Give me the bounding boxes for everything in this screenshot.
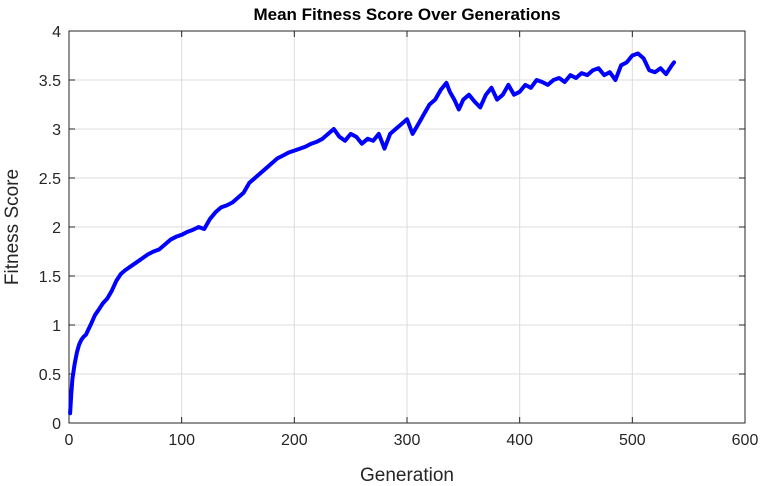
y-tick-label: 3.5: [39, 73, 61, 90]
y-tick-label: 2: [52, 220, 61, 237]
chart-title: Mean Fitness Score Over Generations: [253, 5, 560, 24]
y-tick-label: 2.5: [39, 171, 61, 188]
x-axis-label: Generation: [360, 465, 454, 486]
y-axis-ticks: 0 0.5 1 1.5 2 2.5 3 3.5 4: [39, 24, 745, 433]
y-tick-label: 1.5: [39, 269, 61, 286]
y-tick-label: 3: [52, 122, 61, 139]
x-tick-label: 100: [168, 432, 195, 449]
y-tick-label: 4: [52, 24, 61, 41]
x-tick-label: 500: [619, 432, 646, 449]
x-tick-label: 300: [394, 432, 421, 449]
x-tick-label: 200: [281, 432, 308, 449]
y-tick-label: 1: [52, 318, 61, 335]
y-tick-label: 0: [52, 416, 61, 433]
x-tick-label: 400: [506, 432, 533, 449]
x-tick-label: 600: [732, 432, 759, 449]
x-tick-label: 0: [65, 432, 74, 449]
y-axis-label: Fitness Score: [2, 169, 23, 285]
fitness-series-line: [68, 51, 676, 416]
y-tick-label: 0.5: [39, 367, 61, 384]
x-axis-ticks: 0 100 200 300 400 500 600: [65, 31, 759, 449]
grid-lines: [68, 30, 746, 424]
